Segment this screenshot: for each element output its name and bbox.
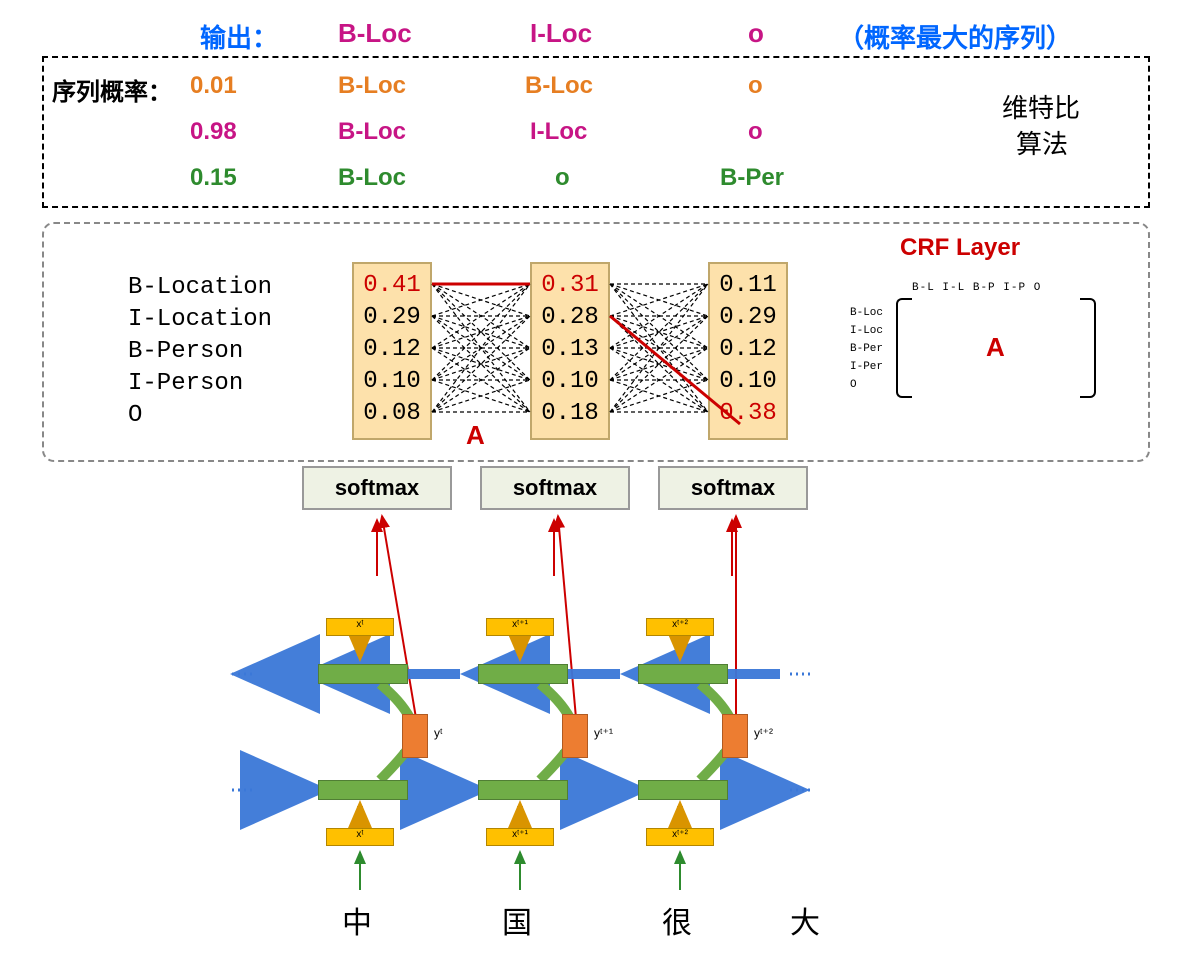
y-label-2: yᵗ⁺²	[754, 726, 773, 740]
viterbi-label-0: 维特比	[1002, 88, 1080, 125]
crf-tag-3: I-Person	[128, 370, 243, 397]
seq-r1-c2: o	[748, 118, 763, 146]
y-cell-0	[402, 714, 428, 758]
bracket-left-icon	[896, 298, 912, 398]
seq-r0-c1: B-Loc	[525, 72, 593, 100]
pc0-v2: 0.12	[354, 334, 430, 366]
x-top-2: xᵗ⁺²	[646, 618, 714, 636]
bwd-cell-0	[318, 664, 408, 684]
matrix-cols: B-L I-L B-P I-P O	[912, 282, 1041, 294]
output-tag-0: B-Loc	[338, 18, 412, 49]
pc1-v1: 0.28	[532, 302, 608, 334]
fwd-cell-0	[318, 780, 408, 800]
output-tag-1: I-Loc	[530, 18, 592, 49]
seq-prob-label: 序列概率：	[52, 72, 172, 107]
softmax-0: softmax	[302, 466, 452, 510]
x-top-1: xᵗ⁺¹	[486, 618, 554, 636]
crf-title: CRF Layer	[900, 234, 1020, 262]
output-label: 输出：	[200, 18, 278, 55]
input-char-2: 很	[662, 898, 692, 942]
matrix-a: A	[986, 332, 1005, 363]
seq-p-0: 0.01	[190, 72, 237, 100]
fwd-cell-1	[478, 780, 568, 800]
y-label-0: yᵗ	[434, 726, 443, 740]
output-tag-2: o	[748, 18, 764, 49]
pc1-v3: 0.10	[532, 366, 608, 398]
x-bot-1: xᵗ⁺¹	[486, 828, 554, 846]
x-top-0: xᵗ	[326, 618, 394, 636]
seq-r2-c1: o	[555, 164, 570, 192]
pc1-v4: 0.18	[532, 398, 608, 430]
seq-r1-c0: B-Loc	[338, 118, 406, 146]
seq-p-1: 0.98	[190, 118, 237, 146]
pc2-v0: 0.11	[710, 270, 786, 302]
pc0-v3: 0.10	[354, 366, 430, 398]
pc0-v0: 0.41	[354, 270, 430, 302]
y-cell-1	[562, 714, 588, 758]
y-cell-2	[722, 714, 748, 758]
x-bot-2: xᵗ⁺²	[646, 828, 714, 846]
viterbi-label-1: 算法	[1016, 124, 1068, 161]
prob-col-0: 0.41 0.29 0.12 0.10 0.08	[352, 262, 432, 440]
prob-col-2: 0.11 0.29 0.12 0.10 0.38	[708, 262, 788, 440]
input-char-1: 国	[502, 898, 532, 942]
crf-tag-1: I-Location	[128, 306, 272, 333]
crf-tag-0: B-Location	[128, 274, 272, 301]
pc1-v0: 0.31	[532, 270, 608, 302]
transition-matrix: B-L I-L B-P I-P O B-Loc I-Loc B-Per I-Pe…	[850, 282, 1130, 432]
seq-r0-c2: o	[748, 72, 763, 100]
bracket-right-icon	[1080, 298, 1096, 398]
pc1-v2: 0.13	[532, 334, 608, 366]
input-char-3: 大	[790, 898, 820, 942]
bwd-cell-2	[638, 664, 728, 684]
softmax-2: softmax	[658, 466, 808, 510]
crf-tag-2: B-Person	[128, 338, 243, 365]
pc2-v3: 0.10	[710, 366, 786, 398]
seq-p-2: 0.15	[190, 164, 237, 192]
seq-r2-c2: B-Per	[720, 164, 784, 192]
pc0-v4: 0.08	[354, 398, 430, 430]
pc2-v1: 0.29	[710, 302, 786, 334]
crf-tag-4: O	[128, 402, 142, 429]
fwd-cell-2	[638, 780, 728, 800]
pc2-v2: 0.12	[710, 334, 786, 366]
x-bot-0: xᵗ	[326, 828, 394, 846]
input-char-0: 中	[342, 898, 372, 942]
pc2-v4: 0.38	[710, 398, 786, 430]
bwd-cell-1	[478, 664, 568, 684]
y-label-1: yᵗ⁺¹	[594, 726, 613, 740]
seq-r1-c1: I-Loc	[530, 118, 587, 146]
softmax-1: softmax	[480, 466, 630, 510]
a-label-1: A	[466, 420, 485, 451]
prob-col-1: 0.31 0.28 0.13 0.10 0.18	[530, 262, 610, 440]
seq-r0-c0: B-Loc	[338, 72, 406, 100]
seq-r2-c0: B-Loc	[338, 164, 406, 192]
pc0-v1: 0.29	[354, 302, 430, 334]
output-note: （概率最大的序列）	[838, 18, 1072, 55]
matrix-rows: B-Loc I-Loc B-Per I-Per O	[850, 304, 883, 394]
